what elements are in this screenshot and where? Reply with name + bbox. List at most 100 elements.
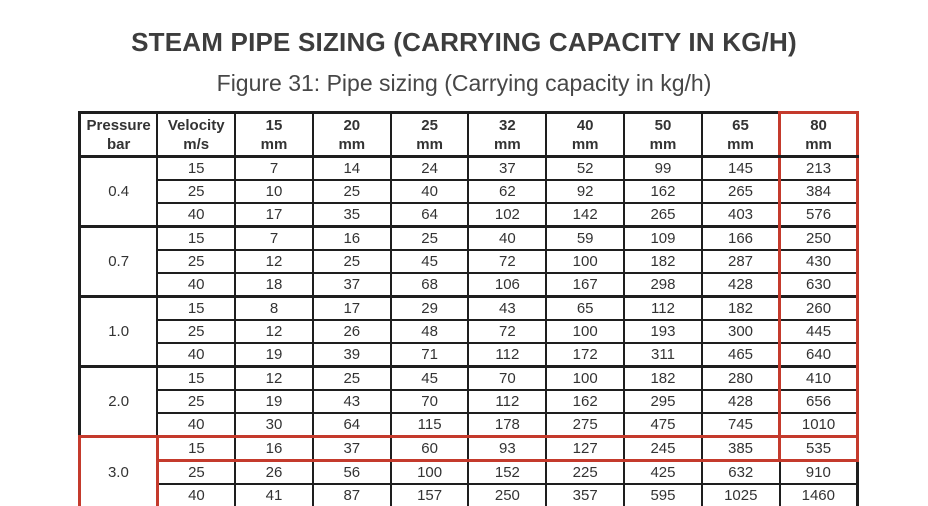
- capacity-cell: 225: [545, 459, 626, 485]
- table-row: 0.7 15 7 16 25 40 59 109 166 250: [78, 225, 859, 298]
- column-header-line1: 80: [810, 116, 827, 134]
- capacity-cell: 25: [311, 249, 392, 274]
- column-header-line2: bar: [106, 135, 131, 153]
- capacity-cell: 100: [545, 249, 626, 274]
- capacity-cell: 37: [311, 435, 392, 462]
- table-row: 25 12 26 48 72 100 193 300 445: [80, 319, 859, 344]
- capacity-cell: 102: [467, 202, 548, 228]
- capacity-cell: 87: [311, 483, 392, 506]
- capacity-cell: 250: [467, 483, 548, 506]
- capacity-cell: 112: [623, 295, 703, 321]
- capacity-cell: 152: [467, 459, 548, 485]
- capacity-cell: 465: [700, 342, 782, 368]
- column-header-50: 50 mm: [623, 111, 703, 158]
- capacity-cell: 43: [311, 389, 392, 414]
- pressure-cell: 1.0: [78, 295, 159, 368]
- capacity-cell: 193: [623, 319, 703, 344]
- velocity-cell: 40: [156, 342, 237, 368]
- column-header-32: 32 mm: [467, 111, 548, 158]
- capacity-cell: 12: [234, 249, 314, 274]
- capacity-cell: 19: [234, 389, 314, 414]
- capacity-cell: 45: [389, 365, 470, 391]
- table-row: 40 30 64 115 178 275 475 745 1010: [80, 412, 859, 438]
- velocity-cell: 15: [156, 225, 237, 251]
- capacity-cell: 25: [311, 365, 392, 391]
- table-row: 25 12 25 45 72 100 182 287 430: [80, 249, 859, 274]
- table-row: 25 26 56 100 152 225 425 632 910: [80, 459, 859, 485]
- capacity-cell: 115: [389, 412, 470, 438]
- table-body: 0.4 15 7 14 24 37 52 99 145 213 25 10 25 40 62 92 162 265…: [78, 155, 859, 506]
- velocity-cell: 15: [156, 155, 237, 181]
- velocity-cell: 25: [156, 319, 237, 344]
- capacity-cell: 60: [389, 435, 470, 462]
- column-header-line2: m/s: [183, 135, 210, 153]
- capacity-cell: 64: [311, 412, 392, 438]
- capacity-cell: 41: [234, 483, 314, 506]
- capacity-cell: 100: [545, 365, 626, 391]
- column-header-pressure: Pressure bar: [78, 111, 159, 158]
- table-row: 40 19 39 71 112 172 311 465 640: [80, 342, 859, 368]
- capacity-cell: 92: [545, 179, 626, 204]
- column-header-line1: Velocity: [167, 116, 225, 134]
- velocity-cell: 25: [155, 459, 237, 485]
- table-row: 40 17 35 64 102 142 265 403 576: [80, 202, 859, 228]
- capacity-cell: 260: [778, 295, 859, 321]
- capacity-cell: 26: [311, 319, 392, 344]
- capacity-cell: 45: [389, 249, 470, 274]
- column-header-line2: mm: [649, 135, 677, 153]
- velocity-cell: 40: [156, 412, 237, 438]
- table-row: 0.4 15 7 14 24 37 52 99 145 213: [78, 155, 859, 228]
- velocity-cell: 25: [156, 389, 237, 414]
- pressure-cell: 0.4: [78, 155, 159, 228]
- column-header-line2: mm: [260, 135, 288, 153]
- capacity-cell: 25: [389, 225, 470, 251]
- capacity-cell: 18: [234, 272, 314, 298]
- column-header-40: 40 mm: [545, 111, 626, 158]
- capacity-cell: 100: [545, 319, 626, 344]
- capacity-cell: 40: [467, 225, 548, 251]
- capacity-cell: 162: [623, 179, 703, 204]
- capacity-cell: 910: [778, 459, 859, 485]
- capacity-cell: 300: [700, 319, 782, 344]
- column-header-15: 15 mm: [234, 111, 314, 158]
- velocity-cell: 40: [156, 272, 237, 298]
- capacity-cell: 17: [311, 295, 392, 321]
- velocity-cell: 15: [156, 365, 237, 391]
- capacity-cell: 298: [623, 272, 703, 298]
- capacity-cell: 213: [778, 155, 859, 181]
- capacity-cell: 640: [778, 342, 859, 368]
- capacity-cell: 39: [311, 342, 392, 368]
- column-header-line2: mm: [338, 135, 366, 153]
- capacity-cell: 157: [389, 483, 470, 506]
- velocity-cell: 40: [156, 202, 237, 228]
- capacity-cell: 109: [623, 225, 703, 251]
- capacity-cell: 71: [389, 342, 470, 368]
- column-header-line2: mm: [805, 135, 832, 153]
- velocity-cell: 25: [156, 179, 237, 204]
- column-header-line1: Pressure: [86, 116, 151, 134]
- capacity-cell: 287: [700, 249, 782, 274]
- capacity-cell: 428: [700, 272, 782, 298]
- capacity-cell: 745: [700, 412, 782, 438]
- capacity-cell: 265: [700, 179, 782, 204]
- capacity-cell: 37: [467, 155, 548, 181]
- capacity-cell: 1460: [778, 483, 859, 506]
- column-header-20: 20 mm: [311, 111, 392, 158]
- capacity-cell: 93: [467, 435, 548, 462]
- capacity-cell: 70: [389, 389, 470, 414]
- capacity-cell: 16: [311, 225, 392, 251]
- capacity-cell: 35: [311, 202, 392, 228]
- capacity-cell: 1025: [700, 483, 781, 506]
- capacity-cell: 656: [778, 389, 859, 414]
- capacity-cell: 59: [545, 225, 626, 251]
- capacity-cell: 428: [700, 389, 782, 414]
- table-row: 1.0 15 8 17 29 43 65 112 182 260: [78, 295, 859, 368]
- capacity-cell: 630: [778, 272, 859, 298]
- table-row: 25 10 25 40 62 92 162 265 384: [80, 179, 859, 204]
- column-header-line2: mm: [494, 135, 521, 153]
- velocity-cell: 15: [156, 295, 237, 321]
- column-header-25: 25 mm: [389, 111, 470, 158]
- capacity-cell: 576: [778, 202, 859, 228]
- column-header-line1: 65: [732, 116, 749, 134]
- capacity-cell: 100: [389, 459, 470, 485]
